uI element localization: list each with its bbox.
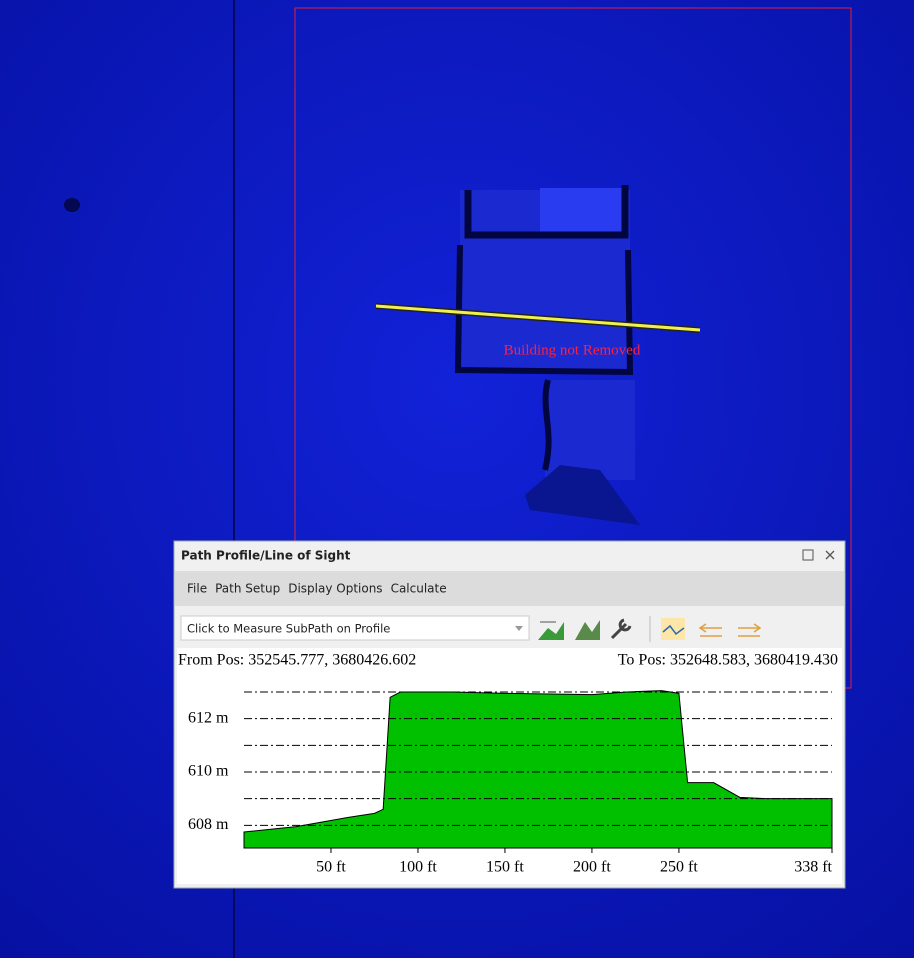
tool-button[interactable] bbox=[698, 623, 722, 637]
maximize-button[interactable] bbox=[802, 549, 814, 561]
menu-bar bbox=[175, 571, 844, 606]
toolbar bbox=[538, 616, 762, 642]
profile-chart: 608 m 610 m 612 m 50 ft 100 ft 150 ft 200 ft 25… bbox=[188, 690, 833, 876]
profile-path[interactable] bbox=[375, 304, 701, 332]
tool-button[interactable] bbox=[538, 621, 564, 640]
map-feature bbox=[64, 198, 80, 212]
menu-item[interactable]: Calculate bbox=[391, 582, 447, 596]
dropdown-text: Click to Measure SubPath on Profile bbox=[187, 622, 390, 636]
from-position: From Pos: 352545.777, 3680426.602 bbox=[178, 652, 416, 669]
menu-item[interactable]: Display Options bbox=[288, 582, 382, 596]
x-tick-label: 250 ft bbox=[660, 859, 698, 876]
window-title: Path Profile/Line of Sight bbox=[181, 549, 351, 563]
annotation: Building not Removed bbox=[504, 342, 641, 358]
x-tick-label: 50 ft bbox=[316, 859, 346, 876]
menu-item[interactable]: Path Setup bbox=[215, 582, 280, 596]
menu-item[interactable]: File bbox=[187, 582, 207, 596]
close-button[interactable] bbox=[825, 550, 835, 560]
dropdown-arrow bbox=[515, 626, 523, 631]
x-tick-label: 338 ft bbox=[794, 859, 832, 876]
dropdown[interactable] bbox=[180, 615, 530, 641]
x-tick-label: 100 ft bbox=[399, 859, 437, 876]
y-tick-label: 610 m bbox=[188, 763, 229, 780]
y-tick-label: 612 m bbox=[188, 709, 229, 726]
tool-button[interactable] bbox=[610, 618, 632, 640]
profile-window: Path Profile/Line of Sight File Path Setu… bbox=[173, 540, 846, 889]
building bbox=[454, 185, 640, 525]
x-tick-label: 150 ft bbox=[486, 859, 524, 876]
profile-area bbox=[243, 690, 833, 849]
tool-button[interactable] bbox=[575, 620, 600, 640]
x-tick-label: 200 ft bbox=[573, 859, 611, 876]
y-tick-label: 608 m bbox=[188, 816, 229, 833]
to-position: To Pos: 352648.583, 3680419.430 bbox=[618, 652, 838, 669]
tool-button[interactable] bbox=[661, 618, 685, 640]
tool-button[interactable] bbox=[738, 623, 762, 637]
